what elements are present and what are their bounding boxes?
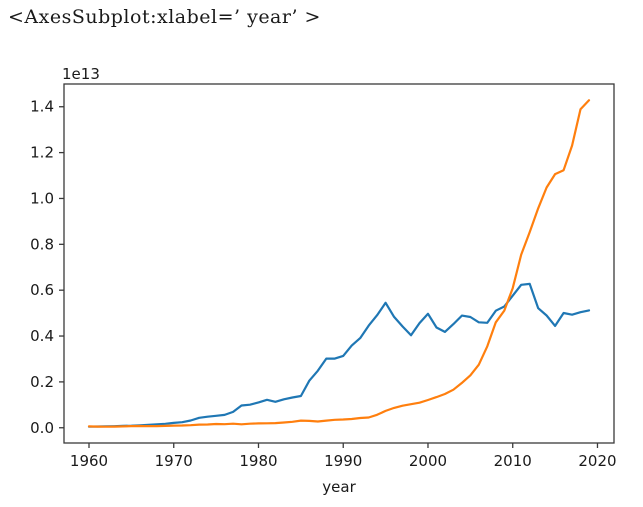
y-tick-label: 1.2 xyxy=(30,144,54,162)
series-blue-line xyxy=(87,282,591,428)
series-orange-line xyxy=(87,99,591,428)
x-tick-label: 2010 xyxy=(494,452,532,470)
y-tick-label: 0.8 xyxy=(30,235,54,253)
axes-spines xyxy=(63,83,615,444)
y-tick-label: 1.0 xyxy=(30,189,54,207)
x-tick-label: 1990 xyxy=(324,452,362,470)
x-tick-label: 1970 xyxy=(155,452,193,470)
y-axis-offset-label: 1e13 xyxy=(62,65,100,83)
x-axis-label: year xyxy=(322,478,356,496)
y-tick-label: 0.0 xyxy=(30,419,54,437)
x-tick-label: 2000 xyxy=(409,452,447,470)
y-tick-label: 0.4 xyxy=(30,327,54,345)
x-tick-label: 2020 xyxy=(578,452,616,470)
axes-subplot-repr-text: <AxesSubplot:xlabel=’ year’ > xyxy=(8,6,321,28)
x-tick-label: 1980 xyxy=(239,452,277,470)
y-tick-label: 1.4 xyxy=(30,98,54,116)
y-tick-label: 0.2 xyxy=(30,373,54,391)
x-tick-label: 1960 xyxy=(70,452,108,470)
y-tick-label: 0.6 xyxy=(30,281,54,299)
